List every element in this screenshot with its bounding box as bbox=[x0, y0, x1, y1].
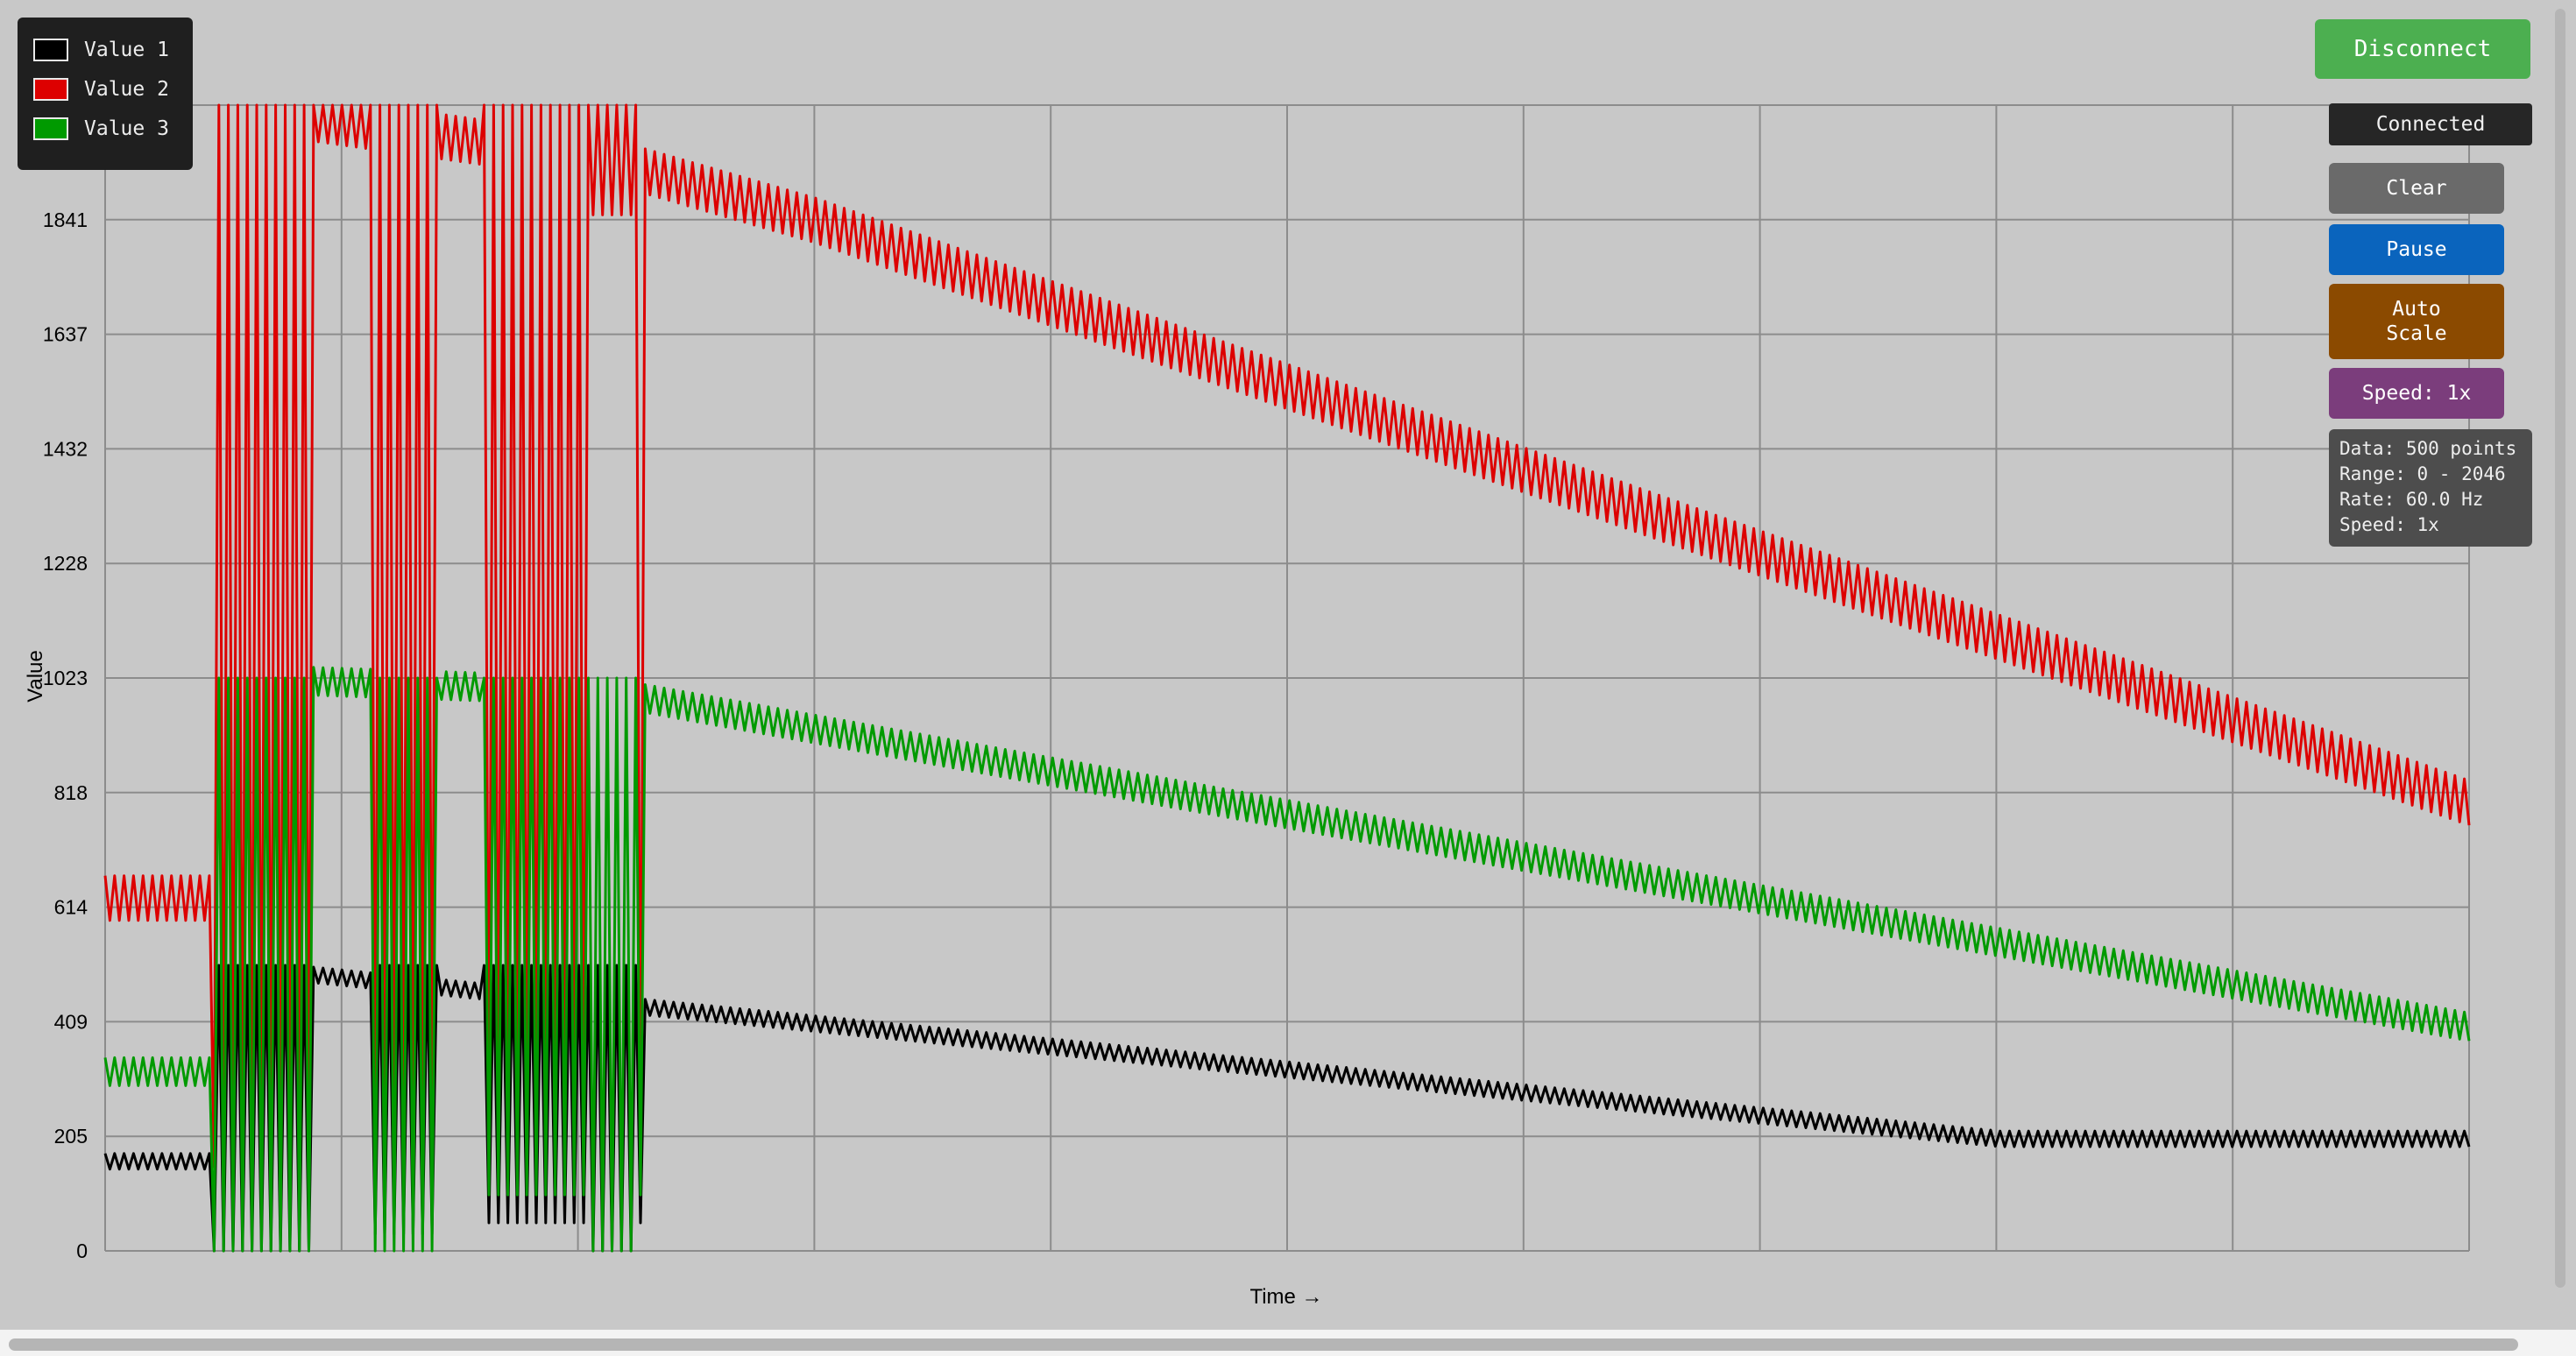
legend-label: Value 3 bbox=[84, 117, 169, 140]
info-data-points: Data: 500 points bbox=[2339, 438, 2517, 459]
clear-button[interactable]: Clear bbox=[2329, 163, 2504, 214]
legend-swatch-value-3 bbox=[33, 117, 68, 140]
legend: Value 1 Value 2 Value 3 bbox=[18, 18, 193, 170]
y-tick-label: 818 bbox=[54, 781, 88, 804]
legend-label: Value 2 bbox=[84, 77, 169, 101]
series-lines bbox=[103, 103, 2471, 1253]
y-axis-ticks: 0205409614818102312281432163718412046 bbox=[43, 94, 88, 1262]
y-tick-label: 1637 bbox=[43, 323, 88, 346]
connection-status-badge: Connected bbox=[2329, 103, 2532, 145]
vertical-scrollbar[interactable] bbox=[2555, 9, 2565, 1288]
info-speed: Speed: 1x bbox=[2339, 514, 2439, 535]
auto-scale-button[interactable]: Auto Scale bbox=[2329, 284, 2504, 359]
y-tick-label: 1228 bbox=[43, 552, 88, 575]
y-tick-label: 1841 bbox=[43, 208, 88, 231]
speed-button[interactable]: Speed: 1x bbox=[2329, 368, 2504, 419]
y-tick-label: 205 bbox=[54, 1125, 88, 1148]
y-tick-label: 1023 bbox=[43, 667, 88, 689]
y-tick-label: 614 bbox=[54, 896, 88, 919]
legend-item-value-2: Value 2 bbox=[18, 69, 193, 109]
horizontal-scrollbar[interactable] bbox=[9, 1338, 2518, 1351]
y-tick-label: 1432 bbox=[43, 437, 88, 460]
info-range: Range: 0 - 2046 bbox=[2339, 463, 2506, 484]
info-panel: Data: 500 points Range: 0 - 2046 Rate: 6… bbox=[2329, 429, 2532, 547]
legend-label: Value 1 bbox=[84, 38, 169, 61]
legend-swatch-value-1 bbox=[33, 38, 68, 61]
y-axis-label: Value bbox=[24, 650, 47, 703]
series-line-value-3 bbox=[103, 666, 2471, 1253]
y-tick-label: 409 bbox=[54, 1010, 88, 1033]
legend-item-value-1: Value 1 bbox=[18, 30, 193, 69]
auto-scale-label-line1: Auto bbox=[2392, 298, 2441, 321]
grid-lines bbox=[104, 104, 2470, 1252]
auto-scale-label-line2: Scale bbox=[2386, 322, 2447, 345]
x-axis-label: Time → bbox=[1249, 1285, 1322, 1309]
pause-button[interactable]: Pause bbox=[2329, 224, 2504, 275]
legend-item-value-3: Value 3 bbox=[18, 109, 193, 148]
info-rate: Rate: 60.0 Hz bbox=[2339, 489, 2484, 510]
y-tick-label: 0 bbox=[76, 1239, 88, 1262]
legend-swatch-value-2 bbox=[33, 77, 68, 101]
disconnect-button[interactable]: Disconnect bbox=[2315, 19, 2530, 79]
